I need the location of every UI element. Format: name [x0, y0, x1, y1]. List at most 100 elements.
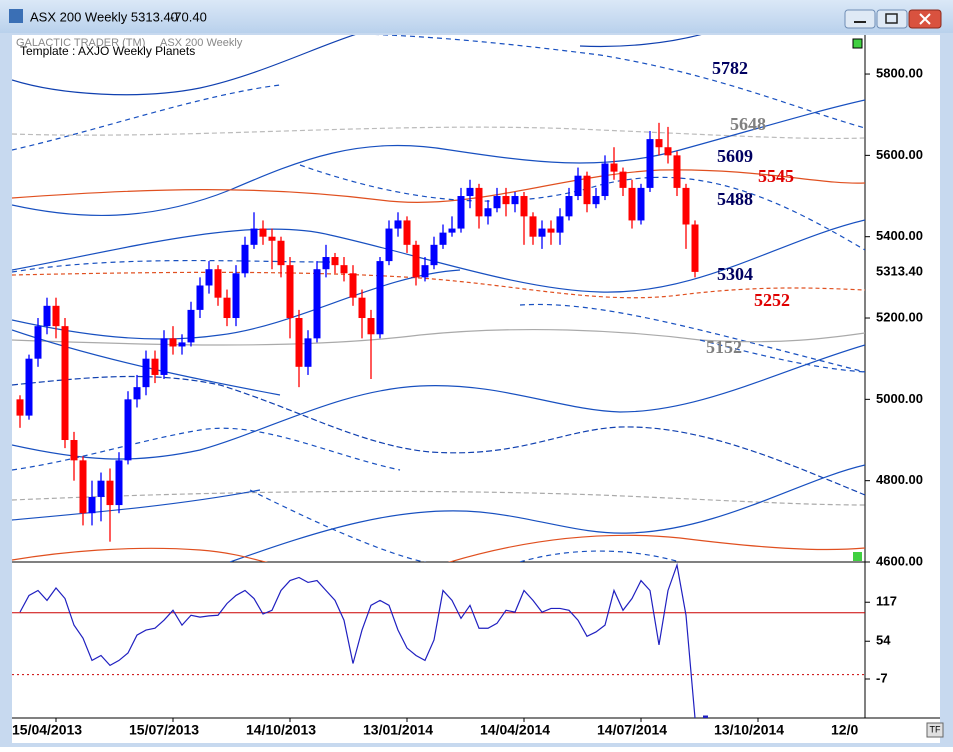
x-tick-label: 13/10/2014 — [714, 722, 784, 738]
x-tick-label: 13/01/2014 — [363, 722, 433, 738]
candle-body — [682, 187, 690, 225]
tf-button-label: TF — [930, 724, 941, 734]
planet-line — [12, 99, 865, 217]
candle-body — [88, 496, 96, 514]
planet-line — [249, 489, 427, 562]
planet-line — [12, 375, 865, 496]
level-label: 5304 — [717, 264, 753, 284]
x-tick-label: 14/07/2014 — [597, 722, 667, 738]
x-tick-label: 14/04/2014 — [480, 722, 550, 738]
level-label: 5152 — [706, 337, 742, 357]
last-point-marker — [703, 715, 708, 718]
x-tick-label: 12/0 — [831, 722, 858, 738]
candle-body — [502, 196, 510, 205]
candle-body — [34, 326, 42, 359]
candle-body — [331, 257, 339, 266]
window-change: -70.40 — [170, 9, 207, 24]
candle-body — [619, 171, 627, 188]
candle-body — [259, 228, 267, 237]
candle-body — [475, 187, 483, 217]
candle-body — [241, 244, 249, 274]
planet-line — [519, 303, 865, 373]
candle-body — [394, 220, 402, 229]
level-label: 5545 — [758, 166, 794, 186]
candle-body — [358, 297, 366, 319]
panel-toggle[interactable] — [852, 38, 863, 49]
planet-line — [12, 219, 865, 293]
level-label: 5488 — [717, 189, 753, 209]
x-tick-label: 14/10/2013 — [246, 722, 316, 738]
planet-line — [374, 35, 865, 129]
y-tick-label: 5200.00 — [876, 309, 923, 324]
candle-body — [124, 399, 132, 461]
candle-body — [43, 305, 51, 327]
candle-body — [232, 273, 240, 319]
candle-body — [493, 196, 501, 209]
candle-body — [277, 240, 285, 266]
candle-body — [142, 358, 150, 388]
header: GALACTIC TRADER (TM) — [16, 37, 145, 49]
candle-body — [268, 236, 276, 241]
last-close-label: 5313.40 — [876, 263, 923, 278]
planet-line — [12, 259, 331, 273]
y-tick-label: 5400.00 — [876, 228, 923, 243]
candle-body — [250, 228, 258, 245]
planet-line — [447, 534, 865, 562]
candle-body — [160, 338, 168, 375]
tf-button[interactable] — [926, 722, 944, 738]
planet-line — [519, 550, 681, 562]
candle-body — [313, 269, 321, 339]
planet-line — [12, 547, 269, 562]
candle-body — [97, 480, 105, 497]
candle-body — [592, 196, 600, 205]
planet-line — [229, 464, 865, 562]
plot — [16, 122, 699, 542]
candle-body — [106, 480, 114, 506]
candle-body — [412, 244, 420, 278]
panel-toggle[interactable] — [853, 552, 862, 561]
candle-body — [448, 228, 456, 233]
candle-body — [205, 269, 213, 286]
candle-body — [511, 196, 519, 205]
candle-body — [466, 187, 474, 197]
candle-body — [538, 228, 546, 237]
candle-body — [16, 399, 24, 416]
y-tick-label: 4600.00 — [876, 553, 923, 568]
candle-body — [223, 297, 231, 319]
candle-body — [403, 220, 411, 245]
candle-body — [529, 216, 537, 237]
close-icon — [919, 13, 931, 25]
candle-body — [547, 228, 555, 233]
candle-body — [25, 358, 33, 416]
x-tick-label: 15/07/2013 — [129, 722, 199, 738]
candle-body — [610, 163, 618, 172]
candle-body — [439, 232, 447, 245]
subheader: ASX 200 Weekly — [160, 37, 243, 49]
candle-body — [385, 228, 393, 262]
planet-line — [299, 164, 865, 251]
restore-button[interactable] — [876, 9, 908, 29]
candle-body — [646, 139, 654, 188]
template-label: Template : AXJO Weekly Planets — [20, 44, 195, 58]
planet-line — [12, 84, 281, 151]
candle-body — [655, 139, 663, 148]
candle-body — [484, 208, 492, 217]
planet-line — [12, 490, 865, 506]
chart-area — [12, 35, 940, 743]
candle-body — [421, 265, 429, 278]
candle-body — [637, 187, 645, 221]
planet-line — [12, 269, 461, 340]
planet-line — [12, 489, 261, 521]
candle-body — [115, 460, 123, 506]
restore-icon — [885, 13, 898, 24]
y-tick-label: 117 — [876, 594, 897, 609]
minimize-button[interactable] — [844, 9, 876, 29]
planet-line — [579, 35, 702, 48]
planet-line — [12, 344, 865, 460]
candle-body — [628, 187, 636, 221]
candle-body — [322, 257, 330, 270]
candle-body — [430, 244, 438, 266]
candle-body — [61, 326, 69, 441]
candle-body — [70, 440, 78, 461]
candle-body — [196, 285, 204, 310]
